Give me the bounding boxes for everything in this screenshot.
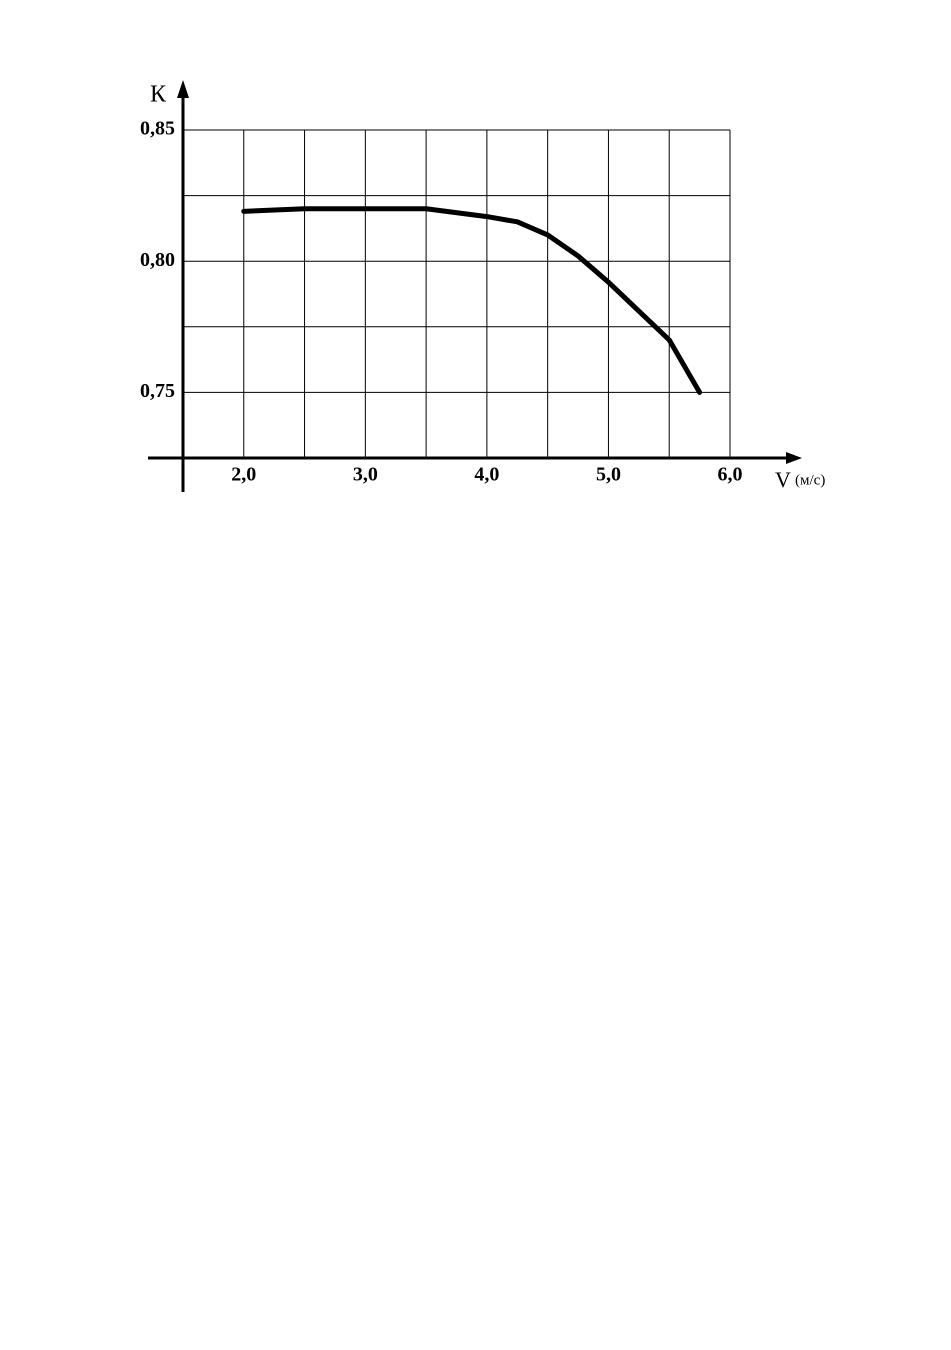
x-axis-arrow xyxy=(786,452,802,464)
x-tick-label: 5,0 xyxy=(596,464,621,486)
y-tick-label: 0,75 xyxy=(140,380,175,402)
x-tick-label: 2,0 xyxy=(231,464,256,486)
y-axis-label: К xyxy=(150,82,167,108)
y-axis-arrow xyxy=(177,80,189,98)
y-tick-label: 0,85 xyxy=(140,118,175,140)
x-axis-unit: (м/с) xyxy=(795,472,825,488)
x-tick-label: 6,0 xyxy=(718,464,743,486)
x-tick-label: 3,0 xyxy=(353,464,378,486)
data-line xyxy=(241,206,703,395)
x-axis-label: V xyxy=(775,467,791,492)
y-tick-label: 0,80 xyxy=(140,249,175,271)
x-tick-label: 4,0 xyxy=(474,464,499,486)
